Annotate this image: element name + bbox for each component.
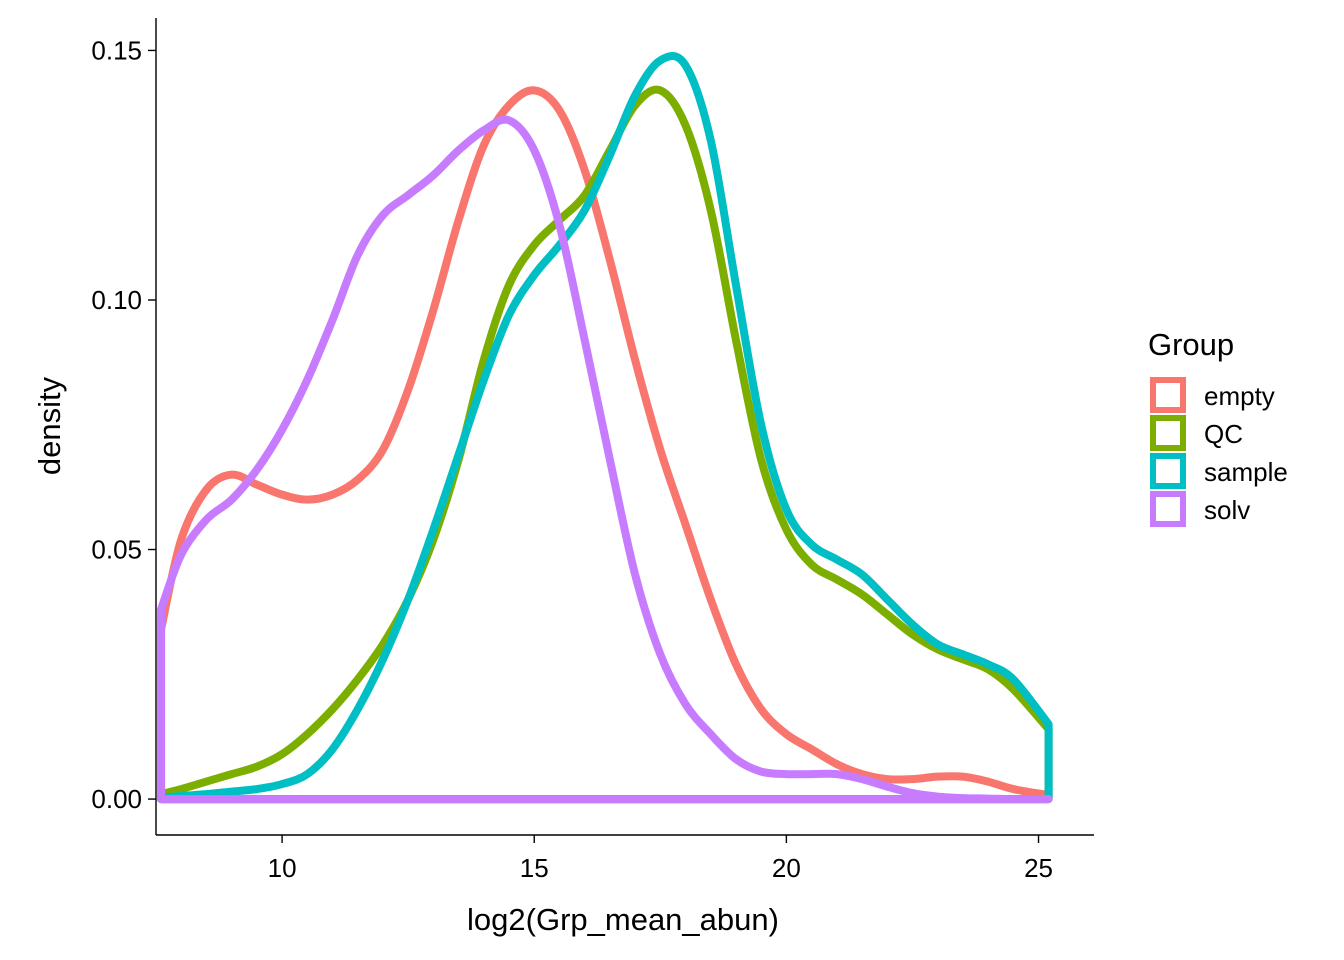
- density-line-solv: [157, 115, 1053, 804]
- series-layer: [157, 52, 1053, 804]
- legend-label-qc: QC: [1204, 419, 1243, 449]
- legend-key-solv: [1150, 491, 1186, 527]
- legend-key-sample: [1150, 453, 1186, 489]
- x-tick-label: 20: [772, 853, 801, 883]
- density-line-sample: [157, 52, 1053, 804]
- legend-label-empty: empty: [1204, 381, 1275, 411]
- x-axis-ticks: 10 15 20 25: [268, 835, 1053, 883]
- y-tick-label: 0.15: [91, 35, 142, 65]
- legend-label-solv: solv: [1204, 495, 1250, 525]
- legend-key-empty: [1150, 377, 1186, 413]
- y-axis-title: density: [32, 376, 67, 475]
- x-tick-label: 10: [268, 853, 297, 883]
- legend: Group empty QC sample solv: [1148, 327, 1288, 527]
- x-tick-label: 15: [520, 853, 549, 883]
- x-axis-title: log2(Grp_mean_abun): [467, 902, 779, 937]
- legend-title: Group: [1148, 327, 1234, 362]
- legend-key-qc: [1150, 415, 1186, 451]
- plot-area: [157, 52, 1053, 804]
- density-line-empty: [157, 86, 1053, 804]
- legend-items: empty QC sample solv: [1150, 377, 1288, 527]
- y-tick-label: 0.10: [91, 285, 142, 315]
- x-tick-label: 25: [1024, 853, 1053, 883]
- y-tick-label: 0.00: [91, 784, 142, 814]
- legend-label-sample: sample: [1204, 457, 1288, 487]
- y-axis-ticks: 0.00 0.05 0.10 0.15: [91, 35, 156, 814]
- y-tick-label: 0.05: [91, 535, 142, 565]
